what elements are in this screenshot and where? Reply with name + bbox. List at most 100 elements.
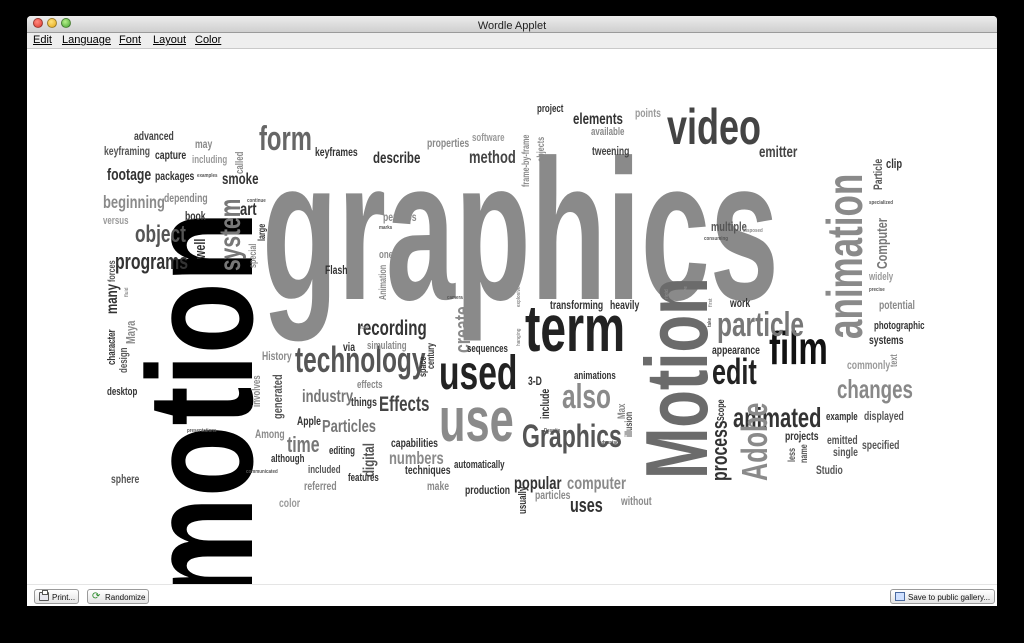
word-elements[interactable]: elements [573, 109, 623, 127]
word-transforming[interactable]: transforming [550, 300, 603, 313]
word-history[interactable]: History [262, 351, 292, 364]
word-perhaps[interactable]: perhaps [383, 212, 417, 225]
menu-color[interactable]: Color [195, 34, 222, 46]
word-first[interactable]: first [708, 298, 714, 307]
word-space[interactable]: space [417, 356, 428, 377]
word-elements[interactable]: Elements [111, 331, 117, 351]
save-to-gallery-button[interactable]: Save to public gallery... [890, 589, 995, 604]
word-smoke[interactable]: smoke [222, 169, 259, 187]
word-color[interactable]: color [279, 498, 300, 511]
word-simulating[interactable]: simulating [367, 340, 407, 353]
word-editing[interactable]: editing [329, 445, 355, 458]
word-particles[interactable]: particles [535, 490, 571, 503]
word-project[interactable]: project [537, 103, 564, 116]
word-consuming[interactable]: consuming [704, 236, 728, 242]
word-advantage[interactable]: advantage [599, 440, 622, 446]
word-design[interactable]: design [118, 347, 131, 373]
word-one[interactable]: one [379, 249, 393, 262]
word-projects[interactable]: projects [785, 431, 819, 444]
word-motion[interactable]: Motion [628, 277, 726, 479]
word-form[interactable]: form [259, 120, 312, 158]
word-graphics[interactable]: Graphics [522, 418, 622, 454]
word-less[interactable]: less [786, 448, 797, 462]
word-maya[interactable]: Maya [125, 320, 139, 344]
word-advanced[interactable]: advanced [134, 131, 174, 144]
word-footage[interactable]: footage [107, 166, 151, 184]
word-sequences[interactable]: sequences [467, 343, 508, 356]
word-usually[interactable]: usually [517, 486, 530, 514]
word-tool[interactable]: tool [360, 325, 368, 331]
word-process[interactable]: process [709, 420, 733, 481]
word-effects[interactable]: Effects [379, 391, 429, 415]
word-single[interactable]: single [833, 447, 858, 460]
word-appearance[interactable]: appearance [712, 345, 760, 358]
word-adobe[interactable]: Adobe [735, 403, 776, 481]
word-particles[interactable]: Particles [322, 417, 376, 437]
word-marks[interactable]: marks [379, 225, 393, 231]
word-things[interactable]: things [351, 397, 377, 410]
word-specified[interactable]: specified [862, 440, 899, 453]
word-scope[interactable]: Scope [715, 399, 726, 421]
word-sphere[interactable]: sphere [111, 474, 139, 487]
word-many[interactable]: many [102, 284, 120, 314]
word-use[interactable]: use [439, 387, 514, 455]
word-emitted[interactable]: emitted [827, 435, 858, 448]
word-numbers[interactable]: numbers [389, 449, 444, 469]
word-among[interactable]: Among [255, 429, 285, 442]
word-digital[interactable]: digital [359, 443, 377, 477]
word-disposed[interactable]: disposed [743, 228, 763, 234]
word-including[interactable]: including [192, 154, 227, 167]
menu-language[interactable]: Language [62, 34, 111, 46]
word-object[interactable]: object [135, 221, 186, 247]
word-involves[interactable]: involves [251, 375, 264, 407]
word-animations[interactable]: animations [574, 370, 616, 383]
word-term[interactable]: term [525, 292, 625, 366]
menu-font[interactable]: Font [119, 34, 142, 46]
word-animated[interactable]: animated [733, 403, 821, 434]
word-include[interactable]: include [540, 389, 553, 419]
word-industry[interactable]: industry [302, 387, 353, 407]
word-century[interactable]: century [425, 343, 436, 369]
word-widely[interactable]: widely [868, 271, 894, 284]
word-specialized[interactable]: specialized [869, 200, 893, 206]
word-frame-by-frame[interactable]: frame-by-frame [520, 135, 531, 187]
word-capture[interactable]: capture [155, 150, 186, 163]
word-points[interactable]: points [635, 108, 661, 121]
word-describe[interactable]: describe [373, 148, 421, 166]
word-serve[interactable]: serve [683, 286, 689, 298]
word-programs[interactable]: programs [115, 251, 188, 275]
word-large[interactable]: large [256, 224, 267, 241]
word-apple[interactable]: Apple [297, 416, 321, 429]
word-keyframing[interactable]: keyframing [104, 146, 150, 159]
menu-edit[interactable]: Edit [33, 34, 52, 46]
word-fluid[interactable]: fluid [124, 287, 130, 297]
word-illusion[interactable]: illusion [623, 412, 634, 437]
word-versus[interactable]: versus [103, 215, 129, 228]
word-work[interactable]: work [729, 298, 750, 311]
word-3-d[interactable]: 3-D [528, 376, 542, 389]
word-properties[interactable]: properties [427, 138, 469, 151]
randomize-button[interactable]: ⟳ Randomize [87, 589, 149, 604]
word-art[interactable]: art [240, 200, 257, 220]
word-recording[interactable]: recording [357, 315, 427, 339]
word-desktop[interactable]: desktop [107, 386, 137, 399]
word-heavily[interactable]: heavily [610, 300, 639, 313]
word-commonly[interactable]: commonly [847, 360, 890, 373]
word-method[interactable]: method [469, 148, 516, 168]
word-special[interactable]: special [247, 244, 258, 268]
word-computer[interactable]: Computer [873, 218, 890, 269]
word-automatically[interactable]: automatically [454, 459, 505, 472]
word-also[interactable]: also [562, 378, 611, 416]
word-clip[interactable]: clip [886, 158, 902, 172]
word-beginning[interactable]: beginning [103, 193, 165, 213]
word-without[interactable]: without [620, 496, 652, 509]
word-video[interactable]: video [667, 100, 761, 155]
word-tweening[interactable]: tweening [592, 146, 629, 159]
zoom-window-icon[interactable] [61, 18, 71, 28]
word-presentations[interactable]: presentations [187, 428, 217, 434]
word-uses[interactable]: uses [570, 494, 603, 517]
word-referred[interactable]: referred [304, 481, 337, 494]
word-animation[interactable]: animation [818, 174, 874, 339]
word-communicated[interactable]: communicated [246, 469, 278, 475]
word-although[interactable]: although [271, 453, 305, 466]
